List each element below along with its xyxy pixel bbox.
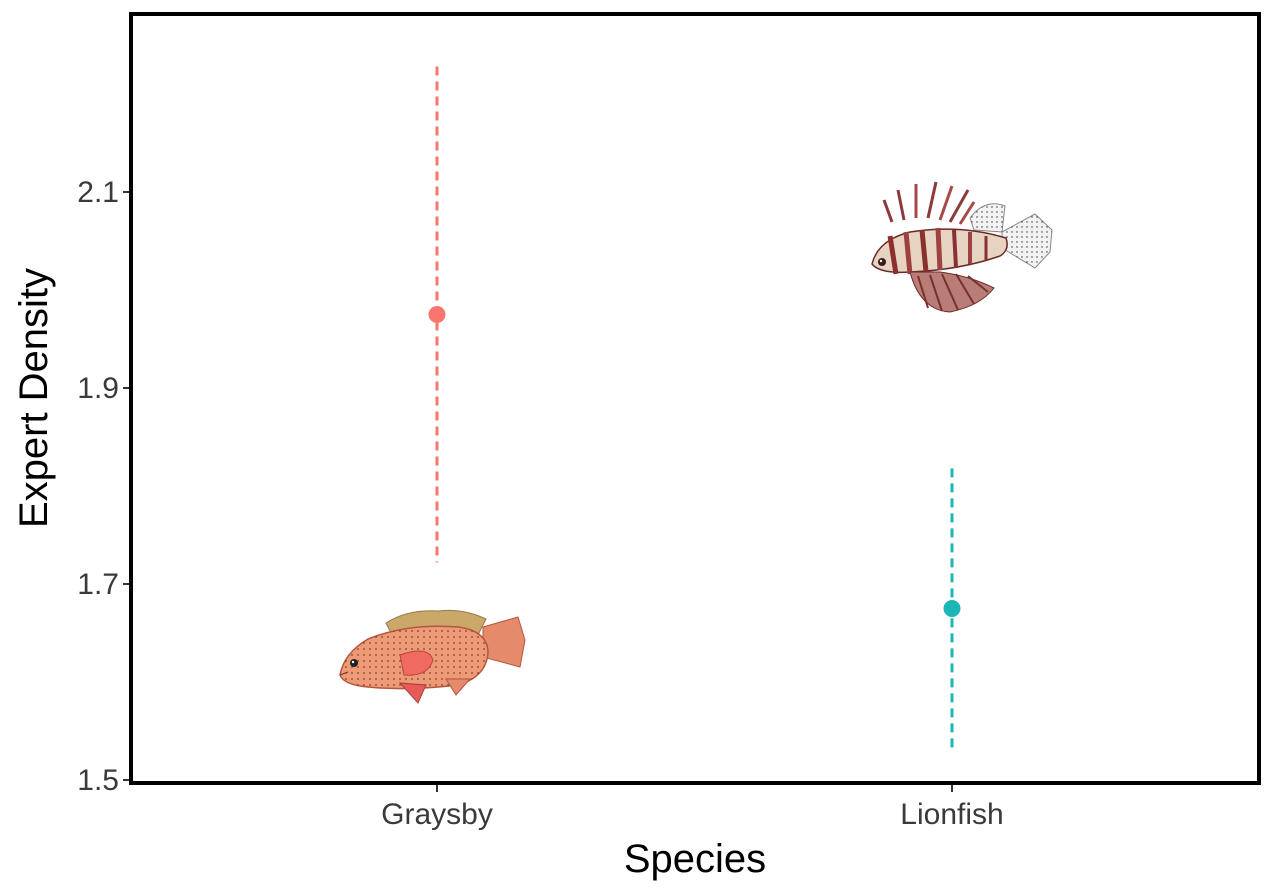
lionfish-image (871, 181, 1053, 313)
plot-marks (428, 66, 961, 753)
y-tick-label: 1.7 (77, 568, 119, 601)
point-lionfish (943, 600, 961, 617)
y-axis: 1.5 1.7 1.9 2.1 (77, 176, 129, 797)
plot-panel (129, 12, 1261, 785)
x-tick-label: Lionfish (900, 798, 1003, 831)
x-axis: Graysby Lionfish (381, 785, 1004, 831)
y-axis-title: Expert Density (12, 268, 56, 528)
x-tick-label: Graysby (381, 798, 493, 831)
y-tick-label: 1.5 (77, 764, 119, 797)
x-axis-title: Species (624, 837, 766, 881)
graysby-fish-image (339, 609, 526, 704)
point-graysby (428, 306, 446, 323)
y-tick-label: 2.1 (77, 176, 119, 209)
y-tick-label: 1.9 (77, 372, 119, 405)
